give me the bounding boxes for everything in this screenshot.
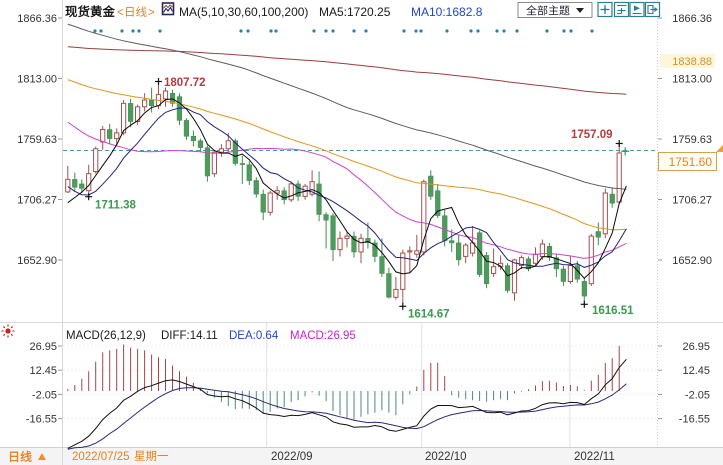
svg-text:1866.36: 1866.36 — [672, 13, 712, 25]
svg-text:12.45: 12.45 — [29, 365, 57, 377]
svg-text:2022/07/25: 2022/07/25 — [72, 451, 130, 463]
svg-text:MA(5,10,30,60,100,200): MA(5,10,30,60,100,200) — [179, 5, 308, 19]
svg-text:1614.67: 1614.67 — [408, 309, 450, 321]
svg-text:DEA:0.64: DEA:0.64 — [229, 330, 279, 342]
svg-text:1652.90: 1652.90 — [17, 255, 57, 267]
svg-text:-2.05: -2.05 — [685, 389, 710, 401]
svg-text:1813.00: 1813.00 — [17, 74, 57, 86]
svg-text:MACD:26.95: MACD:26.95 — [290, 330, 356, 342]
svg-text:1711.38: 1711.38 — [95, 200, 137, 212]
svg-text:1751.60: 1751.60 — [669, 155, 713, 169]
svg-text:1706.27: 1706.27 — [672, 195, 712, 207]
svg-text:-16.55: -16.55 — [26, 414, 57, 426]
svg-text:-16.55: -16.55 — [679, 414, 710, 426]
svg-text:2022/11: 2022/11 — [574, 451, 615, 463]
svg-text:1706.27: 1706.27 — [17, 195, 57, 207]
svg-text:1838.88: 1838.88 — [672, 56, 712, 68]
svg-text:DIFF:14.11: DIFF:14.11 — [161, 330, 218, 342]
svg-text:1759.63: 1759.63 — [672, 134, 712, 146]
svg-text:MA10:1682.8: MA10:1682.8 — [411, 5, 483, 19]
svg-text:1757.09: 1757.09 — [571, 129, 613, 141]
svg-text:26.95: 26.95 — [29, 341, 57, 353]
svg-text:2022/09: 2022/09 — [271, 451, 313, 463]
svg-text:1807.72: 1807.72 — [164, 77, 206, 89]
svg-text:1652.90: 1652.90 — [672, 255, 712, 267]
svg-text:1866.36: 1866.36 — [17, 13, 57, 25]
svg-text:2022/10: 2022/10 — [425, 451, 467, 463]
svg-text:1759.63: 1759.63 — [17, 134, 57, 146]
svg-text:>: > — [148, 7, 155, 19]
svg-text:26.95: 26.95 — [682, 341, 710, 353]
svg-text:<: < — [117, 7, 124, 19]
svg-text:1813.00: 1813.00 — [672, 74, 712, 86]
svg-text:12.45: 12.45 — [682, 365, 710, 377]
svg-text:MA5:1720.25: MA5:1720.25 — [319, 5, 391, 19]
svg-text:MACD(26,12,9): MACD(26,12,9) — [66, 330, 146, 342]
svg-text:-2.05: -2.05 — [32, 389, 57, 401]
svg-text:1616.51: 1616.51 — [592, 305, 634, 317]
